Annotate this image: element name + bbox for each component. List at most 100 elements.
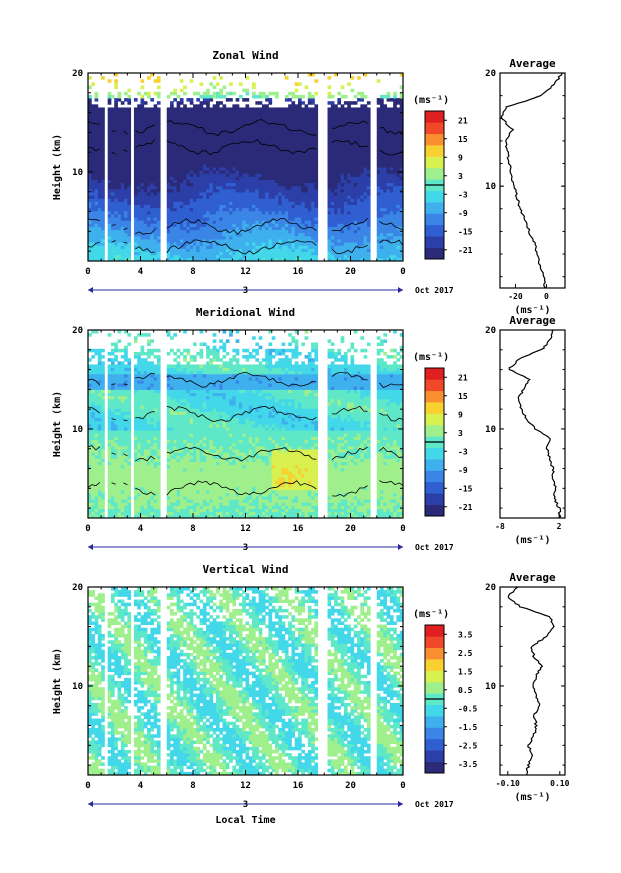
- colorbar-tick-label: -3.5: [458, 760, 477, 769]
- colorbar-tick-label: 2.5: [458, 649, 473, 658]
- x-axis-label: Local Time: [215, 814, 275, 826]
- colorbar-swatch: [425, 504, 444, 517]
- colorbar-tick-label: 3: [458, 429, 463, 438]
- panel-zonal-wind: Zonal Wind 10 20 Height (km) 0 4 8 12 16 20 0 3 Oct …: [51, 49, 566, 316]
- colorbar: (ms⁻¹) 21 15 9 3 -3 -9 -15 -21: [413, 95, 473, 260]
- day-bar-arrow-right: [398, 801, 403, 807]
- x-tick-label: 20: [345, 267, 356, 277]
- y-tick-label: 20: [72, 326, 83, 336]
- profile-x-tick-label: 0: [544, 292, 549, 301]
- x-tick-label: 16: [293, 781, 304, 791]
- profile-x-tick-label: -0.10: [496, 779, 520, 788]
- colorbar-swatch: [425, 704, 444, 717]
- x-tick-label: 8: [190, 781, 195, 791]
- colorbar-swatch: [425, 145, 444, 157]
- colorbar-swatch: [425, 156, 444, 169]
- contour-line: [87, 371, 404, 388]
- colorbar-tick-label: -0.5: [458, 704, 477, 713]
- profile-x-tick-label: -8: [495, 522, 505, 531]
- colorbar-swatch: [425, 481, 444, 494]
- colorbar-unit: (ms⁻¹): [413, 352, 449, 363]
- x-tick-label: 0: [85, 781, 90, 791]
- colorbar-tick-label: 21: [458, 116, 468, 125]
- colorbar-swatch: [425, 190, 444, 203]
- colorbar-swatch: [425, 402, 444, 414]
- x-tick-label: 20: [345, 524, 356, 534]
- colorbar-swatch: [425, 493, 444, 505]
- colorbar-tick-label: -21: [458, 503, 473, 512]
- colorbar-tick-label: 3.5: [458, 630, 473, 639]
- heatmap-cells: [88, 587, 404, 776]
- heatmap-cells: [88, 330, 404, 519]
- colorbar-tick-label: -2.5: [458, 741, 477, 750]
- colorbar-tick-label: 15: [458, 135, 468, 144]
- colorbar-unit: (ms⁻¹): [413, 609, 449, 620]
- colorbar: (ms⁻¹) 3.5 2.5 1.5 0.5 -0.5 -1.5 -2.5 -3.5: [413, 609, 477, 774]
- colorbar-tick-label: 0.5: [458, 686, 473, 695]
- panel-vertical-wind: Vertical Wind 10 20 Height (km) 0 4 8 12 16 20 0 3 O…: [51, 563, 570, 810]
- colorbar: (ms⁻¹) 21 15 9 3 -3 -9 -15 -21: [413, 352, 473, 517]
- colorbar-swatch: [425, 647, 444, 660]
- x-tick-label: 0: [85, 267, 90, 277]
- colorbar-swatch: [425, 368, 444, 380]
- x-tick-label: 16: [293, 524, 304, 534]
- colorbar-tick-label: -9: [458, 466, 468, 475]
- colorbar-tick-label: -15: [458, 484, 473, 493]
- profile-y-tick-label: 10: [485, 425, 496, 435]
- profile-x-tick-label: 2: [557, 522, 562, 531]
- y-tick-label: 10: [72, 425, 83, 435]
- colorbar-tick-label: -9: [458, 209, 468, 218]
- heatmap-cells: [88, 73, 404, 262]
- colorbar-tick-label: 9: [458, 410, 463, 419]
- profile-panel: Average 10 20 -8 2 (ms⁻¹): [485, 314, 566, 546]
- profile-y-tick-label: 20: [485, 583, 496, 593]
- colorbar-swatch: [425, 167, 444, 180]
- x-tick-label: 12: [240, 781, 251, 791]
- colorbar-swatch: [425, 202, 444, 214]
- profile-y-tick-label: 10: [485, 682, 496, 692]
- colorbar-swatch: [425, 424, 444, 437]
- x-tick-label: 12: [240, 524, 251, 534]
- colorbar-swatch: [425, 681, 444, 694]
- x-tick-label: 0: [400, 781, 405, 791]
- x-tick-label: 16: [293, 267, 304, 277]
- contour-line: [87, 119, 404, 137]
- profile-title: Average: [509, 571, 556, 584]
- y-axis-label: Height (km): [51, 648, 63, 714]
- x-tick-label: 8: [190, 267, 195, 277]
- colorbar-tick-label: -15: [458, 227, 473, 236]
- y-axis-label: Height (km): [51, 134, 63, 200]
- date-label: Oct 2017: [415, 543, 454, 552]
- panel-title: Vertical Wind: [202, 563, 288, 576]
- profile-x-label: (ms⁻¹): [514, 305, 550, 316]
- x-tick-label: 4: [138, 781, 144, 791]
- colorbar-tick-label: -3: [458, 447, 468, 456]
- colorbar-swatch: [425, 459, 444, 471]
- profile-y-tick-label: 10: [485, 182, 496, 192]
- colorbar-tick-label: 21: [458, 373, 468, 382]
- colorbar-swatch: [425, 727, 444, 740]
- colorbar-swatch: [425, 122, 444, 135]
- colorbar-swatch: [425, 738, 444, 751]
- colorbar-swatch: [425, 379, 444, 392]
- x-tick-label: 20: [345, 781, 356, 791]
- profile-line: [500, 72, 563, 289]
- contour-line: [88, 139, 404, 156]
- y-tick-label: 10: [72, 168, 83, 178]
- colorbar-swatch: [425, 413, 444, 426]
- y-tick-label: 20: [72, 583, 83, 593]
- x-tick-label: 12: [240, 267, 251, 277]
- colorbar-unit: (ms⁻¹): [413, 95, 449, 106]
- date-label: Oct 2017: [415, 800, 454, 809]
- colorbar-swatch: [425, 670, 444, 683]
- profile-panel: Average 10 20 -20 0 (ms⁻¹): [485, 57, 566, 316]
- colorbar-swatch: [425, 761, 444, 774]
- panel-title: Zonal Wind: [212, 49, 278, 62]
- contour-line: [87, 405, 404, 423]
- profile-panel: Average 10 20 -0.10 0.10(ms⁻¹): [485, 571, 569, 803]
- profile-x-label: (ms⁻¹): [514, 535, 550, 546]
- colorbar-tick-label: -1.5: [458, 723, 477, 732]
- x-tick-label: 8: [190, 524, 195, 534]
- contour-line: [87, 480, 404, 497]
